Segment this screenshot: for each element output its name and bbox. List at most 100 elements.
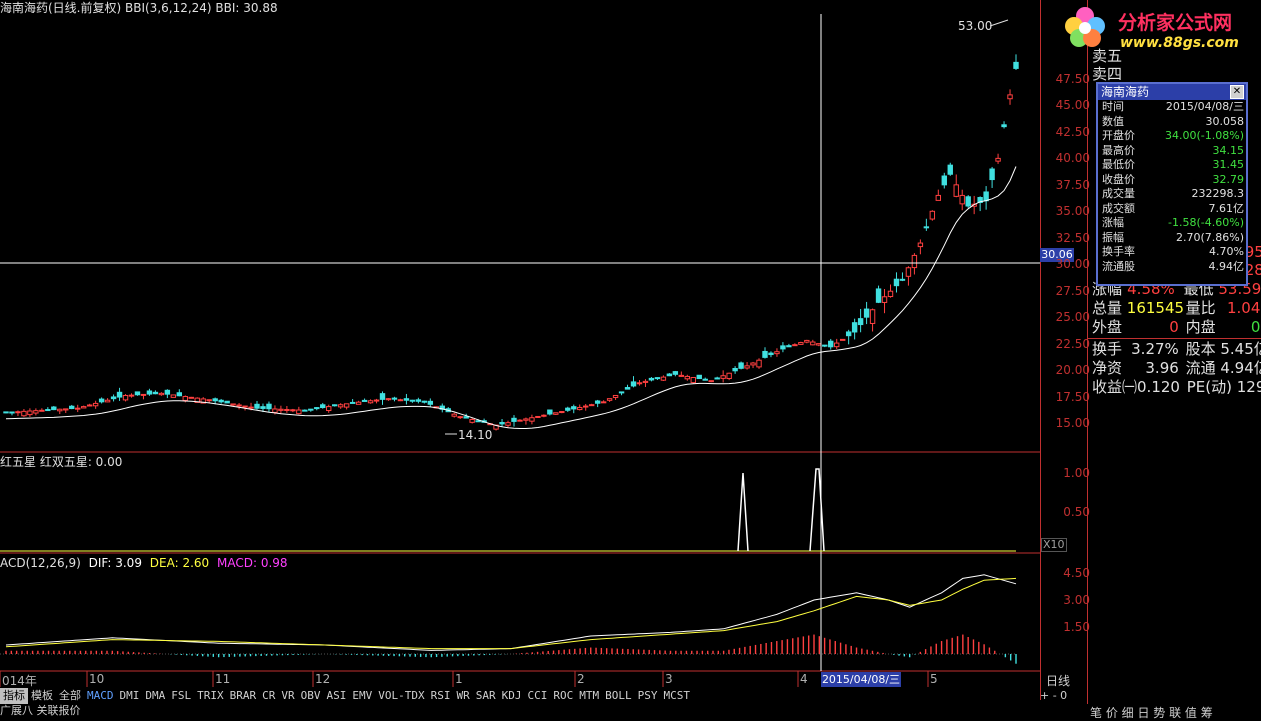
close-icon[interactable]: ✕ <box>1230 85 1244 99</box>
candle-body <box>182 396 188 401</box>
turnover-value: 3.27% <box>1131 340 1179 358</box>
candle-body <box>606 398 613 401</box>
candle-body <box>385 398 392 401</box>
footer-left[interactable]: 广展八 关联报价 <box>0 704 81 717</box>
outer-label: 外盘 <box>1092 318 1123 336</box>
candle-body <box>337 404 344 408</box>
candle-body <box>110 396 117 400</box>
chart-canvas[interactable] <box>0 0 1040 688</box>
popup-row-label: 成交额 <box>1102 201 1135 215</box>
candle-body <box>469 418 475 423</box>
candle-body <box>373 399 380 402</box>
axis-separator-right <box>1087 0 1088 704</box>
popup-row: 最低价 31.45 <box>1098 158 1246 173</box>
tab-sar[interactable]: SAR <box>475 689 496 702</box>
tab-rsi[interactable]: RSI <box>430 689 451 702</box>
candle-body <box>75 407 81 410</box>
tab-wr[interactable]: WR <box>456 689 470 702</box>
tab-mtm[interactable]: MTM <box>579 689 600 702</box>
candle-body <box>57 408 63 412</box>
candle-body <box>397 399 404 402</box>
candle-body <box>272 408 278 413</box>
candle-body <box>696 374 702 380</box>
row-nav: 净资 3.96 流通 4.94亿 <box>1092 359 1261 377</box>
tab-fsl[interactable]: FSL <box>171 689 192 702</box>
quote-tabs[interactable]: 笔 价 细 日 势 联 值 筹 <box>1090 706 1213 720</box>
candle-body <box>355 401 362 405</box>
candle-body <box>989 168 995 181</box>
candle-body <box>911 254 918 269</box>
site-logo: 分析家公式网 www.88gs.com <box>1062 2 1261 54</box>
tab-emv[interactable]: EMV <box>352 689 373 702</box>
tab-模板[interactable]: 模板 <box>31 689 53 702</box>
popup-row-label: 换手率 <box>1102 245 1135 258</box>
tab-dma[interactable]: DMA <box>145 689 166 702</box>
inner-label: 内盘 <box>1185 318 1216 336</box>
candle-body <box>134 391 141 396</box>
popup-row-label: 成交量 <box>1102 187 1135 200</box>
candle-body <box>869 309 876 324</box>
tab-全部[interactable]: 全部 <box>59 689 81 702</box>
y-tick-label: 0.50 <box>1063 505 1090 519</box>
candle-body <box>15 411 21 414</box>
candle-body <box>80 406 87 409</box>
tab-obv[interactable]: OBV <box>300 689 321 702</box>
tab-psy[interactable]: PSY <box>637 689 658 702</box>
tab-kdj[interactable]: KDJ <box>501 689 522 702</box>
tab-cr[interactable]: CR <box>262 689 276 702</box>
popup-row-label: 开盘价 <box>1102 129 1135 142</box>
tab-cci[interactable]: CCI <box>527 689 548 702</box>
tab-trix[interactable]: TRIX <box>197 689 224 702</box>
cursor-date-badge: 2015/04/08/三 <box>821 672 901 687</box>
tab-roc[interactable]: ROC <box>553 689 574 702</box>
candle-body <box>983 191 989 202</box>
candle-body <box>923 226 930 229</box>
candle-body <box>21 410 27 417</box>
y-tick-label: 42.50 <box>1055 124 1090 139</box>
indicator2-spike <box>737 472 749 552</box>
popup-row-value: 32.79 <box>1212 172 1245 186</box>
y-tick-label: 1.00 <box>1063 466 1090 480</box>
tab-指标[interactable]: 指标 <box>0 688 28 704</box>
candle-body <box>296 409 302 415</box>
candle-body <box>379 393 386 400</box>
candle-body <box>523 418 529 421</box>
row-volume: 总量 161545 量比 1.04 <box>1092 299 1260 317</box>
candle-body <box>953 184 959 197</box>
tab-macd[interactable]: MACD <box>87 689 114 702</box>
candle-body <box>857 318 864 326</box>
tab-vol-tdx[interactable]: VOL-TDX <box>378 689 425 702</box>
candle-body <box>457 416 463 419</box>
macd-label: MACD: 0.98 <box>217 556 288 570</box>
tab-vr[interactable]: VR <box>281 689 295 702</box>
volume-label: 总量 <box>1092 299 1123 317</box>
candle-body <box>403 398 410 401</box>
zoom-controls[interactable]: + - 0 <box>1040 689 1068 702</box>
popup-row: 时间 2015/04/08/三 <box>1098 100 1246 115</box>
axis-separator <box>1040 0 1041 700</box>
candle-body <box>726 372 732 380</box>
scale-badge[interactable]: X10 <box>1041 538 1067 552</box>
ask5-label: 卖五 <box>1092 47 1123 65</box>
candle-body <box>236 404 242 407</box>
candle-body <box>194 397 200 403</box>
candle-body <box>839 338 846 341</box>
candle-body <box>98 398 105 403</box>
tab-mcst[interactable]: MCST <box>663 689 690 702</box>
candle-body <box>959 194 965 205</box>
row-eps: 收益㈠0.120 PE(动) 129.1 <box>1092 378 1261 396</box>
candle-body <box>164 389 171 395</box>
period-mode[interactable]: 日线 <box>1046 674 1071 688</box>
tab-brar[interactable]: BRAR <box>229 689 257 702</box>
tab-boll[interactable]: BOLL <box>605 689 632 702</box>
volume-value: 161545 <box>1126 299 1185 317</box>
tab-dmi[interactable]: DMI <box>119 689 140 702</box>
y-tick-label: 25.00 <box>1055 310 1090 325</box>
popup-title-bar: 海南海药 ✕ <box>1098 84 1246 100</box>
indicator2-spike <box>809 468 825 552</box>
y-tick-label: 3.00 <box>1063 593 1090 607</box>
y-tick-label: 40.00 <box>1055 151 1090 166</box>
tab-asi[interactable]: ASI <box>326 689 347 702</box>
nav-value: 3.96 <box>1145 359 1179 377</box>
candle-body <box>170 394 177 398</box>
